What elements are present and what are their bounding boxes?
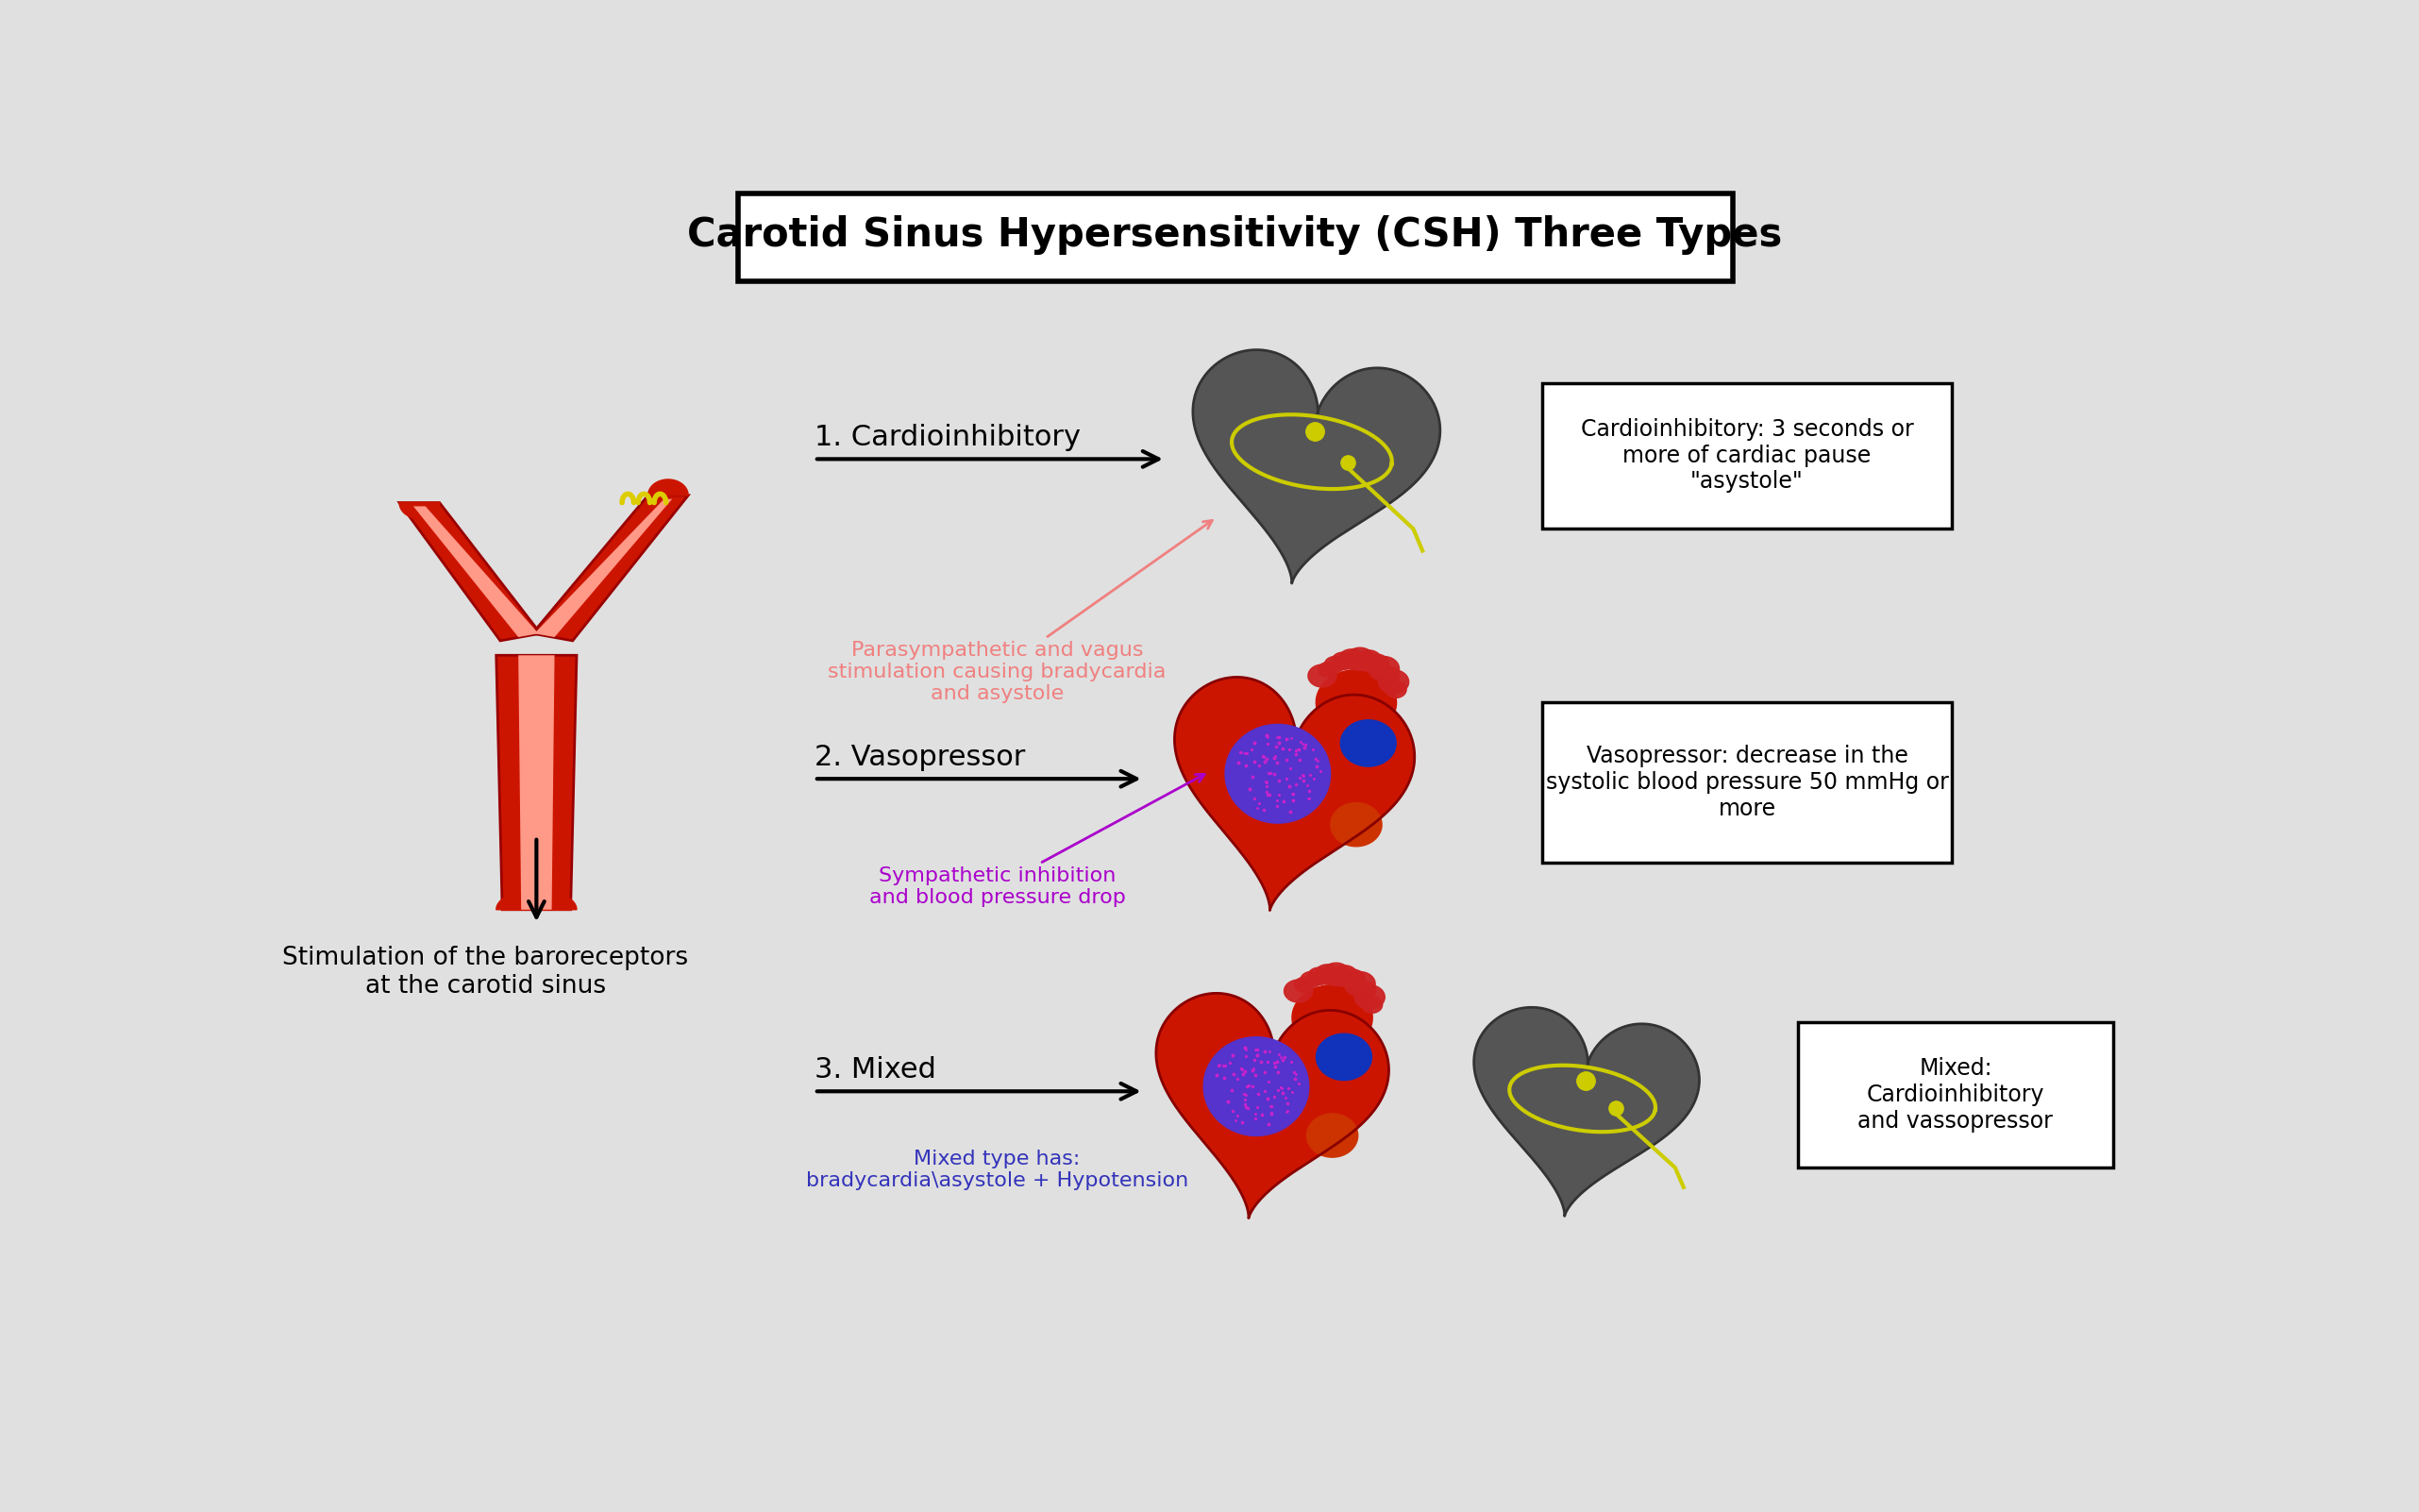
Polygon shape xyxy=(532,496,689,641)
Polygon shape xyxy=(1309,968,1330,984)
Polygon shape xyxy=(1473,1007,1698,1216)
Polygon shape xyxy=(1386,682,1405,699)
Text: Parasympathetic and vagus
stimulation causing bradycardia
and asystole: Parasympathetic and vagus stimulation ca… xyxy=(827,520,1212,703)
Polygon shape xyxy=(1318,662,1338,677)
Polygon shape xyxy=(1301,972,1321,987)
Text: Cardioinhibitory: 3 seconds or
more of cardiac pause
"asystole": Cardioinhibitory: 3 seconds or more of c… xyxy=(1580,417,1913,493)
Polygon shape xyxy=(1309,665,1335,686)
Polygon shape xyxy=(1292,984,1372,1051)
Polygon shape xyxy=(399,502,539,641)
Polygon shape xyxy=(1316,670,1396,735)
Polygon shape xyxy=(1193,349,1439,584)
Polygon shape xyxy=(1224,724,1330,823)
Polygon shape xyxy=(1340,720,1396,767)
Polygon shape xyxy=(1284,980,1314,1002)
Polygon shape xyxy=(1330,965,1357,986)
Text: Stimulation of the baroreceptors
at the carotid sinus: Stimulation of the baroreceptors at the … xyxy=(283,947,689,999)
Polygon shape xyxy=(1156,993,1389,1219)
Polygon shape xyxy=(496,655,576,910)
Polygon shape xyxy=(535,499,672,637)
Text: Mixed:
Cardioinhibitory
and vassopressor: Mixed: Cardioinhibitory and vassopressor xyxy=(1858,1057,2054,1132)
Polygon shape xyxy=(1340,969,1364,989)
Text: Carotid Sinus Hypersensitivity (CSH) Three Types: Carotid Sinus Hypersensitivity (CSH) Thr… xyxy=(687,215,1783,256)
Polygon shape xyxy=(1355,650,1381,671)
Text: Sympathetic inhibition
and blood pressure drop: Sympathetic inhibition and blood pressur… xyxy=(868,774,1205,907)
Polygon shape xyxy=(648,479,689,496)
Polygon shape xyxy=(1355,981,1376,998)
Polygon shape xyxy=(1379,670,1408,694)
Polygon shape xyxy=(1205,1037,1309,1136)
Polygon shape xyxy=(1355,984,1384,1009)
Polygon shape xyxy=(1314,965,1340,984)
Polygon shape xyxy=(1345,647,1374,670)
FancyBboxPatch shape xyxy=(738,194,1732,281)
Polygon shape xyxy=(1294,977,1314,992)
Text: 3. Mixed: 3. Mixed xyxy=(815,1055,936,1083)
Polygon shape xyxy=(1330,652,1355,670)
Polygon shape xyxy=(496,889,576,910)
Text: Vasopressor: decrease in the
systolic blood pressure 50 mmHg or
more: Vasopressor: decrease in the systolic bl… xyxy=(1546,745,1947,820)
Polygon shape xyxy=(1379,667,1401,683)
Polygon shape xyxy=(1338,649,1364,670)
Polygon shape xyxy=(1364,655,1389,674)
Text: 1. Cardioinhibitory: 1. Cardioinhibitory xyxy=(815,423,1081,451)
Polygon shape xyxy=(1345,972,1376,996)
Polygon shape xyxy=(1176,677,1415,910)
Polygon shape xyxy=(1330,803,1381,847)
FancyBboxPatch shape xyxy=(1797,1022,2112,1167)
Polygon shape xyxy=(1369,656,1398,680)
Text: Mixed type has:
bradycardia\asystole + Hypotension: Mixed type has: bradycardia\asystole + H… xyxy=(806,1149,1188,1190)
Polygon shape xyxy=(1321,963,1350,986)
Text: 2. Vasopressor: 2. Vasopressor xyxy=(815,744,1026,771)
Polygon shape xyxy=(414,507,539,637)
Polygon shape xyxy=(1362,996,1381,1013)
Polygon shape xyxy=(399,502,440,519)
Polygon shape xyxy=(1306,1114,1357,1157)
Polygon shape xyxy=(1316,1034,1372,1080)
Polygon shape xyxy=(518,655,554,910)
FancyBboxPatch shape xyxy=(1543,703,1952,862)
Polygon shape xyxy=(1326,656,1345,673)
FancyBboxPatch shape xyxy=(1543,383,1952,528)
